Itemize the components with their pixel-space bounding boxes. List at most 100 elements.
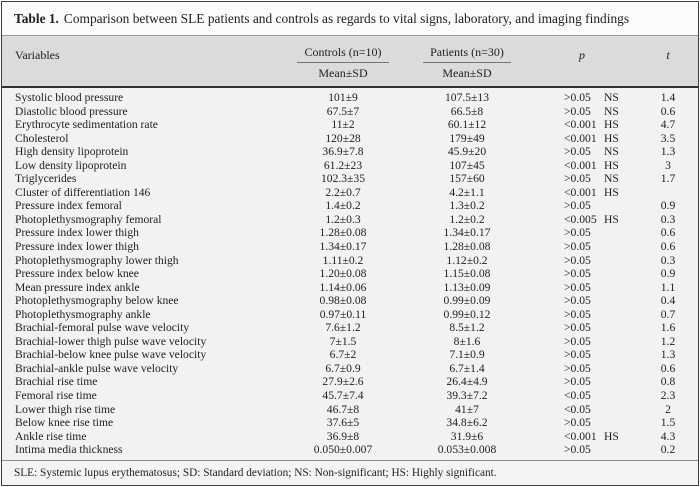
patients-mean-sd-cell: 1.3±0.2 [449, 199, 485, 213]
patients-mean-sd-cell: 0.99±0.09 [443, 294, 491, 308]
p-value-cell: >0.05 [526, 226, 638, 240]
column-header-controls: Controls (n=10) [278, 45, 408, 63]
controls-mean-sd-cell: 1.2±0.3 [325, 212, 361, 226]
column-header-patients: Patients (n=30) [408, 45, 526, 63]
variable-cell: Cluster of differentiation 146 [15, 185, 151, 199]
p-value: <0.001 [564, 118, 597, 132]
significance-marker: HS [604, 429, 619, 443]
p-value: >0.05 [564, 240, 591, 254]
table-row: Pressure index femoral 1.4±0.2 1.3±0.2 >0.0… [2, 199, 698, 213]
table-title: Table 1. Comparison between SLE patients… [2, 2, 698, 36]
t-value-cell: 1.3 [660, 348, 676, 362]
table-row: Photoplethysmography below knee 0.98±0.08… [2, 294, 698, 308]
p-value: >0.05 [564, 334, 591, 348]
p-value: <0.001 [564, 185, 597, 199]
p-value-cell: >0.05 [526, 348, 638, 362]
table-row: Intima media thickness 0.050±0.007 0.053±0… [2, 443, 698, 457]
t-value-cell: 0.9 [660, 199, 676, 213]
p-value-cell: <0.005 HS [526, 213, 638, 227]
controls-mean-sd-cell: 6.7±0.9 [325, 361, 361, 375]
controls-mean-sd-cell: 1.34±0.17 [319, 240, 367, 254]
variable-cell: High density lipoprotein [15, 145, 129, 159]
p-value-cell: >0.05 [526, 321, 638, 335]
table-row: Low density lipoprotein 61.2±23 107±45 <0.0… [2, 159, 698, 173]
table-row: Photoplethysmography femoral 1.2±0.3 1.2±0… [2, 213, 698, 227]
p-value-cell: <0.05 [526, 389, 638, 403]
patients-mean-sd-cell: 60.1±12 [447, 118, 487, 132]
p-value: >0.05 [564, 294, 591, 308]
patients-mean-sd-cell: 157±60 [449, 172, 485, 186]
table-row: Brachial rise time 27.9±2.6 26.4±4.9 >0.05 0… [2, 375, 698, 389]
table-row: Brachial-femoral pulse wave velocity 7.6±… [2, 321, 698, 335]
p-value-cell: >0.05 [526, 199, 638, 213]
patients-mean-sd-cell: 31.9±6 [450, 429, 484, 443]
patients-mean-sd-cell: 1.15±0.08 [443, 267, 491, 281]
variable-cell: Diastolic blood pressure [15, 104, 128, 118]
t-value-cell: 0.6 [660, 361, 676, 375]
table-row: Brachial-below knee pulse wave velocity 6… [2, 348, 698, 362]
p-value-cell: >0.05 NS [526, 145, 638, 159]
variable-cell: Pressure index lower thigh [15, 226, 139, 240]
p-value: >0.05 [564, 253, 591, 267]
p-value-cell: <0.001 HS [526, 159, 638, 173]
variable-cell: Systolic blood pressure [15, 91, 124, 104]
controls-mean-sd-cell: 0.98±0.08 [319, 294, 367, 308]
p-value: >0.05 [564, 443, 591, 457]
p-value: >0.05 [564, 348, 591, 362]
t-value-cell: 0.3 [660, 212, 676, 226]
column-header-variables: Variables [15, 48, 60, 62]
significance-marker: HS [604, 118, 619, 132]
controls-mean-sd-cell: 6.7±2 [329, 348, 357, 362]
table-row: Diastolic blood pressure 67.5±7 66.5±8 >0.0… [2, 105, 698, 119]
p-value-cell: >0.05 [526, 240, 638, 254]
t-value-cell: 0.4 [660, 294, 676, 308]
p-value: >0.05 [564, 172, 591, 186]
p-value: >0.05 [564, 375, 591, 389]
t-value-cell: 1.5 [660, 416, 676, 430]
variable-cell: Lower thigh rise time [15, 402, 116, 416]
t-value-cell: 3.5 [660, 131, 676, 145]
variable-cell: Photoplethysmography ankle [15, 307, 151, 321]
footnote-text: SLE: Systemic lupus erythematosus; SD: S… [14, 466, 497, 479]
variable-cell: Brachial-below knee pulse wave velocity [15, 348, 207, 362]
p-value-cell: >0.05 [526, 443, 638, 457]
t-value-cell: 4.3 [660, 429, 676, 443]
variable-cell: Pressure index lower thigh [15, 240, 139, 254]
table-row: Pressure index lower thigh 1.28±0.08 1.34±… [2, 226, 698, 240]
table-row: Cholesterol 120±28 179±49 <0.001 HS 3.5 [2, 132, 698, 146]
p-value-cell: >0.05 NS [526, 172, 638, 186]
table-row: Lower thigh rise time 46.7±8 41±7 <0.05 2 [2, 403, 698, 417]
controls-mean-sd-cell: 120±28 [325, 131, 361, 145]
variable-cell: Below knee rise time [15, 416, 114, 430]
p-value-cell: <0.001 HS [526, 186, 638, 200]
significance-marker: NS [604, 172, 619, 186]
t-value-cell: 0.3 [660, 253, 676, 267]
patients-mean-sd-cell: 0.053±0.008 [437, 443, 497, 457]
variable-cell: Femoral rise time [15, 389, 97, 403]
t-value-cell: 2.3 [660, 389, 676, 403]
t-value-cell: 0.6 [660, 226, 676, 240]
table-row: High density lipoprotein 36.9±7.8 45.9±20 >… [2, 145, 698, 159]
p-value: >0.05 [564, 307, 591, 321]
controls-mean-sd-cell: 102.3±35 [320, 172, 366, 186]
table-row: Mean pressure index ankle 1.14±0.06 1.13±0… [2, 281, 698, 295]
controls-mean-sd-cell: 36.9±7.8 [322, 145, 364, 159]
p-value-cell: >0.05 [526, 281, 638, 295]
p-value: >0.05 [564, 145, 591, 159]
table-row: Photoplethysmography ankle 0.97±0.11 0.99±… [2, 308, 698, 322]
variable-cell: Cholesterol [15, 131, 69, 145]
table-body: Systolic blood pressure 101±9 107.5±13 >0.0… [2, 88, 698, 457]
patients-mean-sd-cell: 107.5±13 [444, 91, 490, 104]
p-value: >0.05 [564, 267, 591, 281]
variable-cell: Photoplethysmography lower thigh [15, 253, 179, 267]
t-value-cell: 0.6 [660, 104, 676, 118]
controls-mean-sd-cell: 37.6±5 [326, 416, 360, 430]
p-value-cell: >0.05 [526, 416, 638, 430]
patients-mean-sd-cell: 1.13±0.09 [443, 280, 491, 294]
significance-marker: HS [604, 158, 619, 172]
p-value-cell: <0.05 [526, 403, 638, 417]
significance-marker: NS [604, 104, 619, 118]
controls-mean-sd-cell: 101±9 [328, 91, 358, 104]
table-row: Pressure index lower thigh 1.34±0.17 1.28±… [2, 240, 698, 254]
table-row: Erythrocyte sedimentation rate 11±2 60.1±1… [2, 118, 698, 132]
